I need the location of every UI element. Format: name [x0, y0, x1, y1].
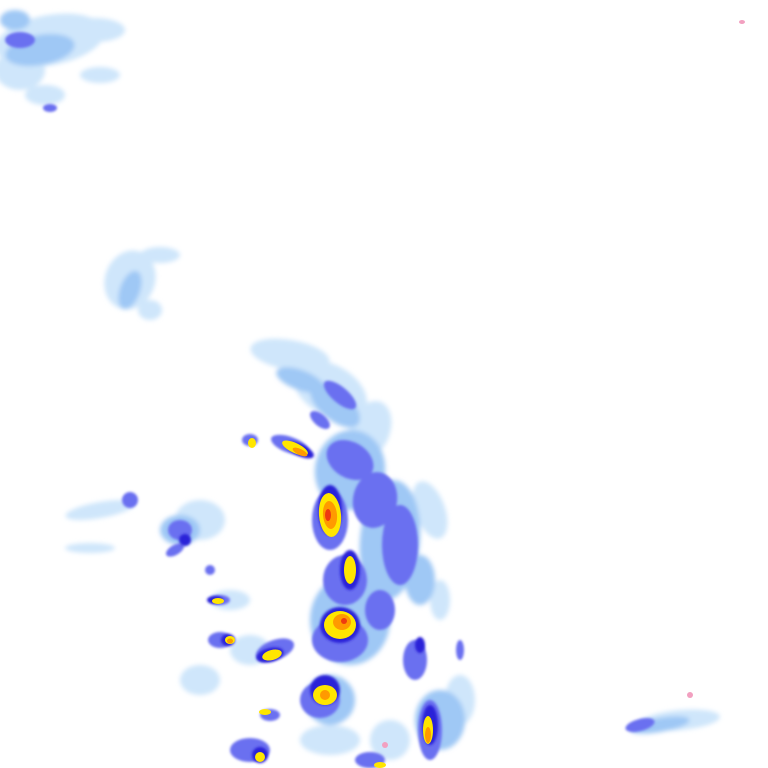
intense-rain-cell	[292, 447, 308, 457]
very-heavy-rain-cell	[255, 752, 265, 762]
mixed-precipitation-cell	[687, 692, 693, 698]
heavy-rain-cell	[179, 534, 191, 546]
very-light-rain-cell	[138, 300, 162, 320]
intense-precipitation-layer	[212, 20, 745, 768]
moderate-rain-cell	[326, 440, 374, 480]
moderate-rain-cell	[165, 543, 185, 557]
very-light-rain-cell	[370, 720, 410, 760]
moderate-rain-cell	[365, 590, 395, 630]
very-light-rain-cell	[412, 481, 448, 539]
very-light-rain-cell	[430, 580, 450, 620]
very-light-rain-cell	[300, 725, 360, 755]
intense-rain-cell	[425, 727, 431, 743]
very-light-rain-cell	[180, 665, 220, 695]
heavy-rain-cell	[415, 637, 425, 653]
extreme-rain-cell	[341, 618, 347, 624]
moderate-rain-cell	[122, 492, 138, 508]
moderate-rain-cell	[205, 565, 215, 575]
light-rain-cell	[0, 10, 30, 30]
very-light-rain-cell	[65, 543, 115, 553]
intense-rain-cell	[227, 638, 233, 644]
very-heavy-rain-cell	[248, 438, 256, 448]
very-light-rain-cell	[140, 247, 180, 263]
very-heavy-rain-cell	[344, 556, 356, 584]
extreme-rain-cell	[325, 509, 331, 521]
moderate-rain-cell	[352, 472, 398, 528]
very-light-rain-cell	[80, 67, 120, 83]
very-light-rain-cell	[65, 500, 135, 520]
mixed-precipitation-cell	[382, 742, 388, 748]
light-rain-cell	[310, 382, 360, 428]
mixed-precipitation-cell	[739, 20, 745, 24]
moderate-rain-cell	[5, 32, 35, 48]
moderate-rain-cell	[310, 411, 330, 429]
very-heavy-rain-cell	[259, 709, 271, 715]
very-heavy-rain-cell	[212, 598, 224, 604]
moderate-rain-cell	[625, 718, 655, 732]
very-light-rain-cell	[65, 18, 125, 42]
very-heavy-rain-cell	[262, 649, 282, 661]
moderate-rain-cell	[323, 380, 357, 410]
moderate-rain-cell	[382, 505, 418, 585]
very-heavy-rain-cell	[374, 762, 386, 768]
moderate-rain-cell	[43, 104, 57, 112]
moderate-rain-cell	[456, 640, 464, 660]
very-light-rain-cell	[25, 85, 65, 105]
intense-rain-cell	[320, 690, 330, 700]
light-rain-cell	[118, 270, 142, 310]
